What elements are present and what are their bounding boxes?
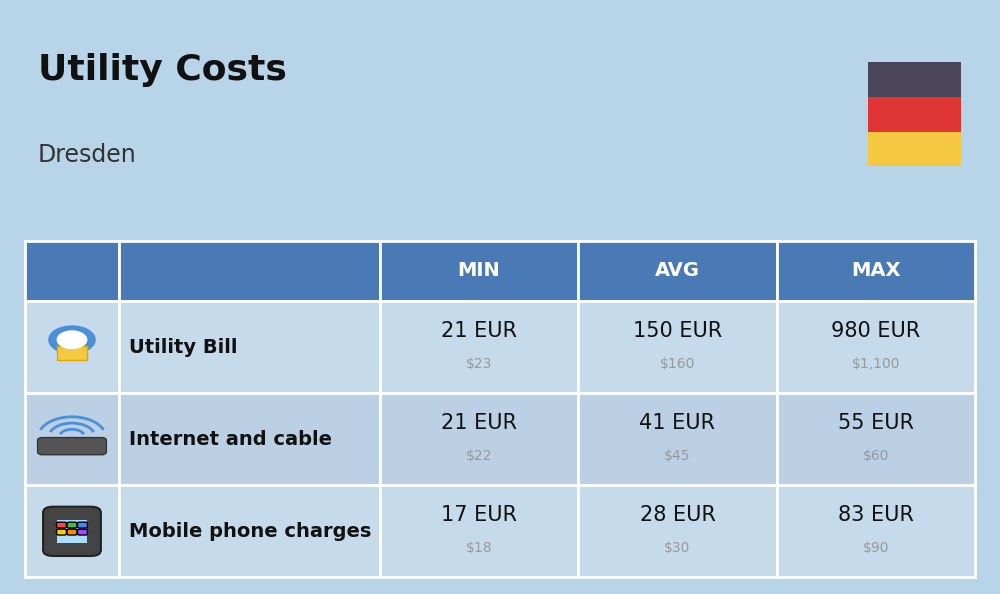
FancyBboxPatch shape <box>78 529 87 535</box>
FancyBboxPatch shape <box>119 241 380 301</box>
FancyBboxPatch shape <box>67 522 77 528</box>
Text: 980 EUR: 980 EUR <box>831 321 920 340</box>
FancyBboxPatch shape <box>380 393 578 485</box>
Text: $160: $160 <box>660 357 695 371</box>
Text: $45: $45 <box>664 449 691 463</box>
Text: Mobile phone charges: Mobile phone charges <box>129 522 371 541</box>
Text: Utility Bill: Utility Bill <box>129 338 237 357</box>
FancyBboxPatch shape <box>868 62 961 97</box>
FancyBboxPatch shape <box>777 393 975 485</box>
FancyBboxPatch shape <box>777 301 975 393</box>
Text: $18: $18 <box>466 541 492 555</box>
Text: 17 EUR: 17 EUR <box>441 505 517 525</box>
Text: 21 EUR: 21 EUR <box>441 321 517 340</box>
Text: Internet and cable: Internet and cable <box>129 430 332 449</box>
FancyBboxPatch shape <box>380 241 578 301</box>
FancyBboxPatch shape <box>43 507 101 556</box>
Text: MAX: MAX <box>851 261 901 280</box>
FancyBboxPatch shape <box>78 522 87 528</box>
Text: $23: $23 <box>466 357 492 371</box>
FancyBboxPatch shape <box>380 485 578 577</box>
FancyBboxPatch shape <box>57 529 66 535</box>
FancyBboxPatch shape <box>119 393 380 485</box>
Text: 41 EUR: 41 EUR <box>639 413 715 432</box>
FancyBboxPatch shape <box>67 529 77 535</box>
FancyBboxPatch shape <box>868 132 961 166</box>
FancyBboxPatch shape <box>57 522 66 528</box>
Text: 55 EUR: 55 EUR <box>838 413 914 432</box>
FancyBboxPatch shape <box>578 393 777 485</box>
FancyBboxPatch shape <box>57 346 87 360</box>
Text: $60: $60 <box>863 449 889 463</box>
FancyBboxPatch shape <box>25 485 119 577</box>
Text: 28 EUR: 28 EUR <box>640 505 715 525</box>
FancyBboxPatch shape <box>25 241 119 301</box>
FancyBboxPatch shape <box>38 438 106 455</box>
FancyBboxPatch shape <box>25 301 119 393</box>
Text: Dresden: Dresden <box>38 143 137 166</box>
Text: $90: $90 <box>863 541 889 555</box>
Text: Utility Costs: Utility Costs <box>38 53 287 87</box>
FancyBboxPatch shape <box>25 393 119 485</box>
FancyBboxPatch shape <box>119 485 380 577</box>
Text: 21 EUR: 21 EUR <box>441 413 517 432</box>
FancyBboxPatch shape <box>777 241 975 301</box>
FancyBboxPatch shape <box>868 97 961 132</box>
Text: $1,100: $1,100 <box>852 357 900 371</box>
Text: MIN: MIN <box>458 261 500 280</box>
Text: $30: $30 <box>664 541 691 555</box>
Text: 83 EUR: 83 EUR <box>838 505 914 525</box>
Circle shape <box>49 326 95 353</box>
Text: 150 EUR: 150 EUR <box>633 321 722 340</box>
FancyBboxPatch shape <box>578 241 777 301</box>
FancyBboxPatch shape <box>578 485 777 577</box>
FancyBboxPatch shape <box>57 520 87 542</box>
Circle shape <box>57 331 87 349</box>
Text: AVG: AVG <box>655 261 700 280</box>
FancyBboxPatch shape <box>119 301 380 393</box>
FancyBboxPatch shape <box>578 301 777 393</box>
Text: $22: $22 <box>466 449 492 463</box>
FancyBboxPatch shape <box>777 485 975 577</box>
FancyBboxPatch shape <box>380 301 578 393</box>
